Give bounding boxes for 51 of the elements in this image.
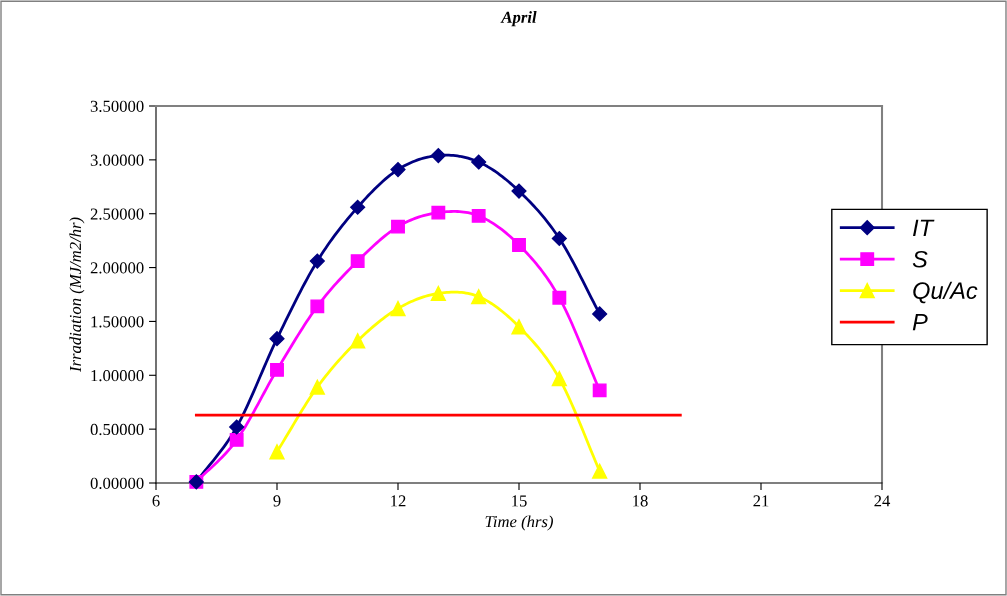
point (552, 290, 567, 305)
point (551, 230, 567, 247)
point (310, 299, 325, 314)
point (390, 300, 406, 317)
point (471, 208, 486, 223)
y-tick-label: 3.00000 (90, 154, 144, 166)
y-tick-label: 2.00000 (90, 262, 144, 274)
point (309, 253, 325, 269)
x-tick-label: 9 (273, 495, 281, 507)
y-axis-title: Irradiation (MJ/m2/hr) (69, 217, 85, 373)
y-tick-label: 2.50000 (90, 208, 144, 220)
legend-label: S (912, 250, 928, 268)
point (350, 333, 366, 349)
point (309, 379, 325, 395)
point (350, 254, 365, 269)
point (511, 319, 527, 335)
x-tick-label: 18 (633, 495, 648, 507)
point (592, 383, 607, 398)
point (430, 285, 446, 302)
point (390, 161, 406, 178)
point (592, 463, 608, 479)
point (511, 183, 527, 199)
point (592, 306, 608, 322)
point (471, 154, 487, 170)
point (551, 370, 567, 387)
x-tick-label: 24 (874, 495, 891, 507)
x-axis-title: Time (hrs) (485, 515, 553, 531)
y-tick-label: 0.50000 (90, 423, 144, 436)
y-tick-label: 3.50000 (90, 100, 144, 113)
point (270, 362, 284, 377)
x-tick-label: 12 (391, 495, 406, 507)
y-tick-label: 1.00000 (91, 369, 144, 382)
y-tick-label: 1.50000 (91, 316, 144, 328)
point (391, 219, 405, 234)
point (350, 199, 366, 215)
x-tick-label: 6 (152, 495, 160, 507)
point (430, 147, 446, 164)
point (471, 289, 487, 305)
point (229, 419, 245, 435)
legend-label: P (912, 314, 928, 331)
chart-title: April (500, 11, 537, 27)
legend-label: Qu/Ac (913, 281, 978, 304)
point (512, 238, 526, 252)
point (269, 444, 285, 460)
point (229, 432, 244, 447)
point (431, 205, 446, 220)
y-tick-label: 0.00000 (90, 477, 144, 490)
legend-label: IT (913, 219, 935, 236)
x-tick-label: 15 (512, 495, 527, 507)
x-tick-label: 21 (753, 495, 769, 507)
point (269, 331, 285, 347)
